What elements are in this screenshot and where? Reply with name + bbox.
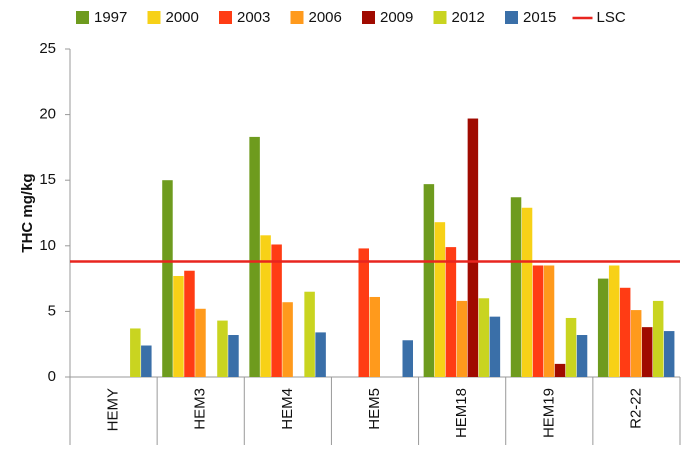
bar <box>304 291 315 377</box>
bar <box>456 300 468 377</box>
y-tick-label: 25 <box>39 40 56 57</box>
legend-swatch <box>290 11 304 24</box>
bar <box>478 298 490 377</box>
legend-label: 2006 <box>309 9 342 26</box>
y-tick-label: 15 <box>39 171 56 188</box>
legend-swatch <box>219 11 232 24</box>
legend-label: 2009 <box>380 9 413 26</box>
bar <box>271 244 282 377</box>
bar <box>249 136 260 377</box>
bar <box>597 278 609 377</box>
bar <box>554 363 566 377</box>
legend-label: 2012 <box>452 9 485 26</box>
legend-swatch <box>505 11 518 24</box>
legend-label: 1997 <box>94 9 127 26</box>
bar <box>184 270 195 377</box>
bar <box>565 317 577 377</box>
bar <box>260 235 271 377</box>
bar <box>510 197 522 377</box>
bar <box>663 331 675 377</box>
bar <box>445 247 457 377</box>
bar <box>423 184 435 377</box>
x-tick-label: HEM18 <box>453 388 470 438</box>
legend-swatch <box>76 11 89 24</box>
legend-label: 2003 <box>237 9 270 26</box>
bar <box>173 275 184 377</box>
bar <box>228 335 239 377</box>
bar <box>282 302 293 377</box>
legend-label: 2015 <box>523 9 556 26</box>
legend-swatch <box>362 11 375 24</box>
legend-label: LSC <box>597 9 626 26</box>
bar <box>130 328 141 377</box>
bar <box>358 248 369 377</box>
bar <box>141 345 152 377</box>
x-tick-label: HEM19 <box>540 388 557 438</box>
bar <box>608 265 620 377</box>
bar <box>641 327 653 377</box>
legend-swatch <box>147 11 161 24</box>
x-tick-label: R2-22 <box>627 388 644 429</box>
bar <box>532 265 544 377</box>
y-tick-label: 20 <box>39 106 56 123</box>
legend-label: 2000 <box>166 9 199 26</box>
bar <box>217 320 228 377</box>
x-tick-label: HEM3 <box>192 388 209 430</box>
x-tick-label: HEM5 <box>366 388 383 430</box>
y-axis-label: THC mg/kg <box>19 173 36 252</box>
bar <box>521 207 533 377</box>
bar <box>434 222 446 377</box>
bar <box>369 296 380 377</box>
bar <box>489 316 501 377</box>
bar <box>576 335 588 377</box>
bar <box>162 180 173 377</box>
y-tick-label: 10 <box>39 237 56 254</box>
bar <box>195 308 206 377</box>
legend-swatch <box>433 11 447 24</box>
bar <box>315 332 326 377</box>
y-tick-label: 0 <box>48 368 56 385</box>
bar <box>630 310 642 377</box>
bar <box>619 287 631 377</box>
bar <box>652 300 664 377</box>
x-tick-label: HEMY <box>105 388 122 431</box>
x-tick-label: HEM4 <box>279 388 296 430</box>
bar <box>467 118 479 377</box>
y-tick-label: 5 <box>48 302 56 319</box>
bar <box>543 265 555 377</box>
bar <box>402 340 413 377</box>
